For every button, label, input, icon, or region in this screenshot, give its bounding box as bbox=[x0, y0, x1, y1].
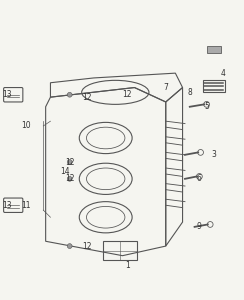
Circle shape bbox=[67, 160, 72, 164]
Circle shape bbox=[67, 176, 72, 181]
Text: 9: 9 bbox=[197, 222, 202, 231]
Text: 11: 11 bbox=[22, 201, 31, 210]
Bar bbox=[103, 241, 137, 260]
Text: 13: 13 bbox=[2, 90, 12, 99]
Circle shape bbox=[67, 92, 72, 97]
Text: 4: 4 bbox=[221, 69, 226, 78]
Text: 8: 8 bbox=[187, 88, 192, 97]
Text: 12: 12 bbox=[82, 242, 91, 250]
Text: 12: 12 bbox=[82, 93, 91, 102]
Text: 12: 12 bbox=[65, 174, 74, 183]
Bar bbox=[207, 46, 221, 53]
Text: 12: 12 bbox=[122, 90, 132, 99]
Text: 10: 10 bbox=[22, 122, 31, 130]
Text: 6: 6 bbox=[197, 174, 202, 183]
Circle shape bbox=[67, 244, 72, 248]
Text: 14: 14 bbox=[60, 167, 70, 176]
Text: 7: 7 bbox=[163, 83, 168, 92]
Text: 12: 12 bbox=[65, 158, 74, 166]
Text: 5: 5 bbox=[204, 102, 209, 111]
Bar bbox=[203, 80, 224, 92]
Text: 1: 1 bbox=[125, 261, 130, 270]
Text: 13: 13 bbox=[2, 201, 12, 210]
Text: 3: 3 bbox=[211, 150, 216, 159]
